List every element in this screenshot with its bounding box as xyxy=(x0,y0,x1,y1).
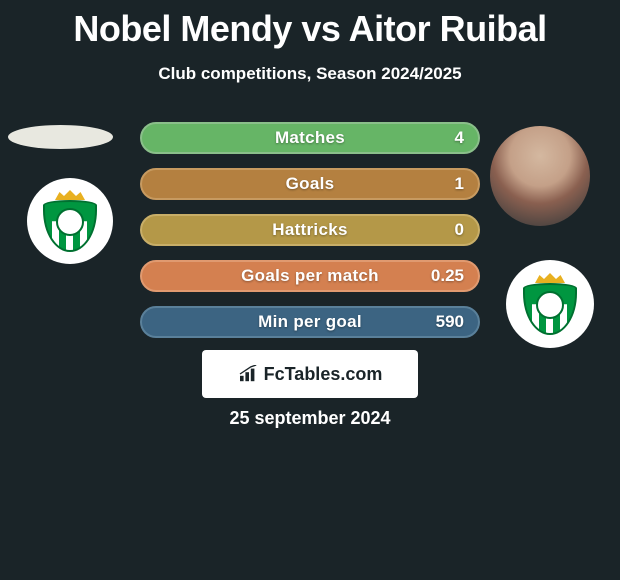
stat-value-right: 590 xyxy=(436,312,464,332)
stat-value-right: 0 xyxy=(455,220,464,240)
stat-label: Hattricks xyxy=(272,220,347,240)
brand-text: FcTables.com xyxy=(264,364,383,385)
stat-bar: Hattricks 0 xyxy=(140,214,480,246)
brand-badge: FcTables.com xyxy=(202,350,418,398)
player-left-avatar xyxy=(8,125,113,149)
player-right-club-badge xyxy=(506,260,594,348)
subtitle: Club competitions, Season 2024/2025 xyxy=(0,64,620,84)
stat-label: Min per goal xyxy=(258,312,362,332)
date-label: 25 september 2024 xyxy=(0,408,620,429)
betis-logo-icon xyxy=(43,190,97,252)
player-left-club-badge xyxy=(27,178,113,264)
player-right-avatar xyxy=(490,126,590,226)
stat-value-right: 1 xyxy=(455,174,464,194)
chart-icon xyxy=(238,365,260,383)
page-title: Nobel Mendy vs Aitor Ruibal xyxy=(0,0,620,50)
stat-bar: Min per goal 590 xyxy=(140,306,480,338)
stats-container: Matches 4 Goals 1 Hattricks 0 Goals per match 0… xyxy=(140,122,480,352)
stat-bar: Goals 1 xyxy=(140,168,480,200)
stat-label: Goals per match xyxy=(241,266,379,286)
stat-bar: Goals per match 0.25 xyxy=(140,260,480,292)
stat-bar: Matches 4 xyxy=(140,122,480,154)
stat-label: Matches xyxy=(275,128,345,148)
stat-value-right: 4 xyxy=(455,128,464,148)
stat-label: Goals xyxy=(286,174,335,194)
stat-value-right: 0.25 xyxy=(431,266,464,286)
betis-logo-icon xyxy=(523,273,577,335)
